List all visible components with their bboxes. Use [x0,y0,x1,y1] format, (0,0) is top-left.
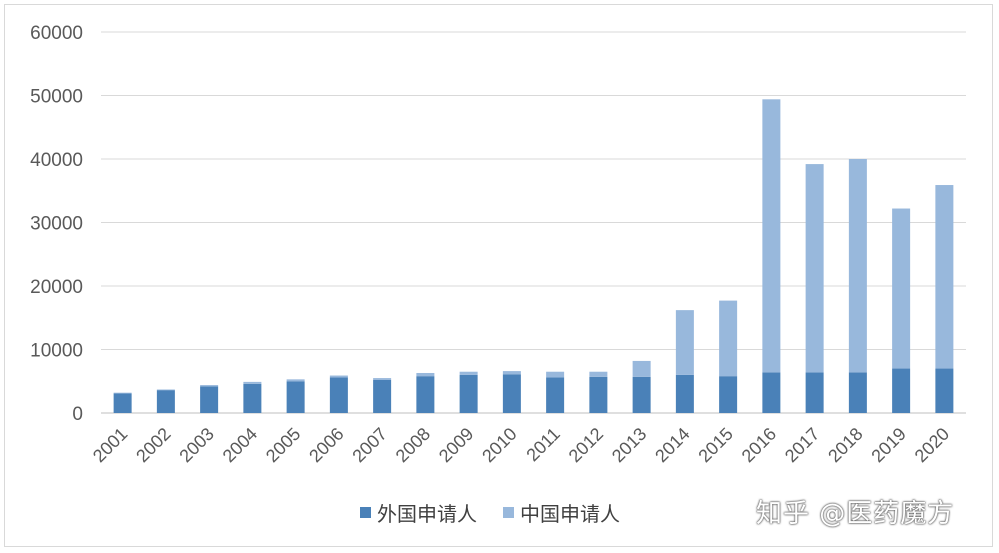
bar-chinese [243,381,262,384]
bar-foreign [546,377,565,413]
bar-foreign [675,374,694,413]
x-tick-label: 2011 [522,424,564,466]
bar-foreign [286,381,305,413]
bar-chinese [935,185,954,369]
watermark: 知乎 @医药魔方 [756,499,955,529]
x-tick-label: 2020 [911,424,953,466]
x-tick-label: 2013 [608,424,650,466]
y-tick-label: 50000 [30,87,83,108]
x-tick-label: 2009 [435,424,477,466]
bar-chinese [416,372,435,377]
y-tick-label: 30000 [30,214,83,235]
y-tick-label: 0 [72,404,83,425]
bar-chinese [329,375,348,378]
bar-chinese [459,371,478,375]
x-tick-label: 2001 [89,424,131,466]
x-tick-label: 2018 [824,424,866,466]
legend-item-foreign: 外国申请人 [360,498,477,527]
bar-foreign [589,376,608,413]
bar-foreign [416,376,435,413]
legend-swatch-chinese [503,507,514,518]
bar-chinese [892,208,911,369]
x-tick-label: 2017 [781,424,823,466]
bar-chinese [502,371,521,375]
legend: 外国申请人 中国申请人 [360,498,646,527]
x-tick-label: 2007 [348,424,390,466]
x-tick-label: 2004 [219,424,261,466]
bar-foreign [113,393,132,413]
bar-foreign [243,383,262,413]
x-tick-label: 2005 [262,424,304,466]
bar-chinese [286,379,305,382]
x-tick-label: 2015 [694,424,736,466]
bar-chinese [113,392,132,394]
x-tick-label: 2016 [738,424,780,466]
x-tick-label: 2012 [565,424,607,466]
x-tick-label: 2010 [478,424,520,466]
bar-foreign [762,372,781,413]
bar-chinese [373,378,392,380]
bar-chinese [762,99,781,373]
bar-chinese [156,389,175,391]
bar-chinese [675,310,694,375]
bar-foreign [459,374,478,413]
legend-label-chinese: 中国申请人 [520,502,620,526]
bar-foreign [200,386,219,413]
y-tick-label: 60000 [30,23,83,44]
bar-chinese [719,300,738,377]
legend-swatch-foreign [360,507,371,518]
y-tick-label: 40000 [30,150,83,171]
chart-frame [4,4,993,547]
bar-foreign [502,374,521,413]
bar-chinese [848,159,867,373]
x-tick-label: 2002 [132,424,174,466]
bar-chinese [589,371,608,377]
x-tick-label: 2014 [651,424,693,466]
y-tick-label: 10000 [30,341,83,362]
bar-foreign [632,376,651,413]
bar-foreign [848,372,867,413]
x-tick-label: 2008 [392,424,434,466]
bar-chinese [546,371,565,378]
x-tick-label: 2006 [305,424,347,466]
legend-label-foreign: 外国申请人 [377,502,477,526]
y-tick-label: 20000 [30,277,83,298]
bar-foreign [935,368,954,413]
bar-foreign [805,372,824,413]
x-tick-label: 2003 [175,424,217,466]
bar-foreign [329,377,348,413]
legend-item-chinese: 中国申请人 [503,498,620,527]
bar-foreign [719,376,738,413]
bar-chinese [805,164,824,373]
bar-foreign [373,379,392,413]
bar-foreign [156,390,175,413]
x-tick-label: 2019 [867,424,909,466]
bar-chinese [200,385,219,387]
bar-foreign [892,368,911,413]
bar-chinese [632,360,651,377]
